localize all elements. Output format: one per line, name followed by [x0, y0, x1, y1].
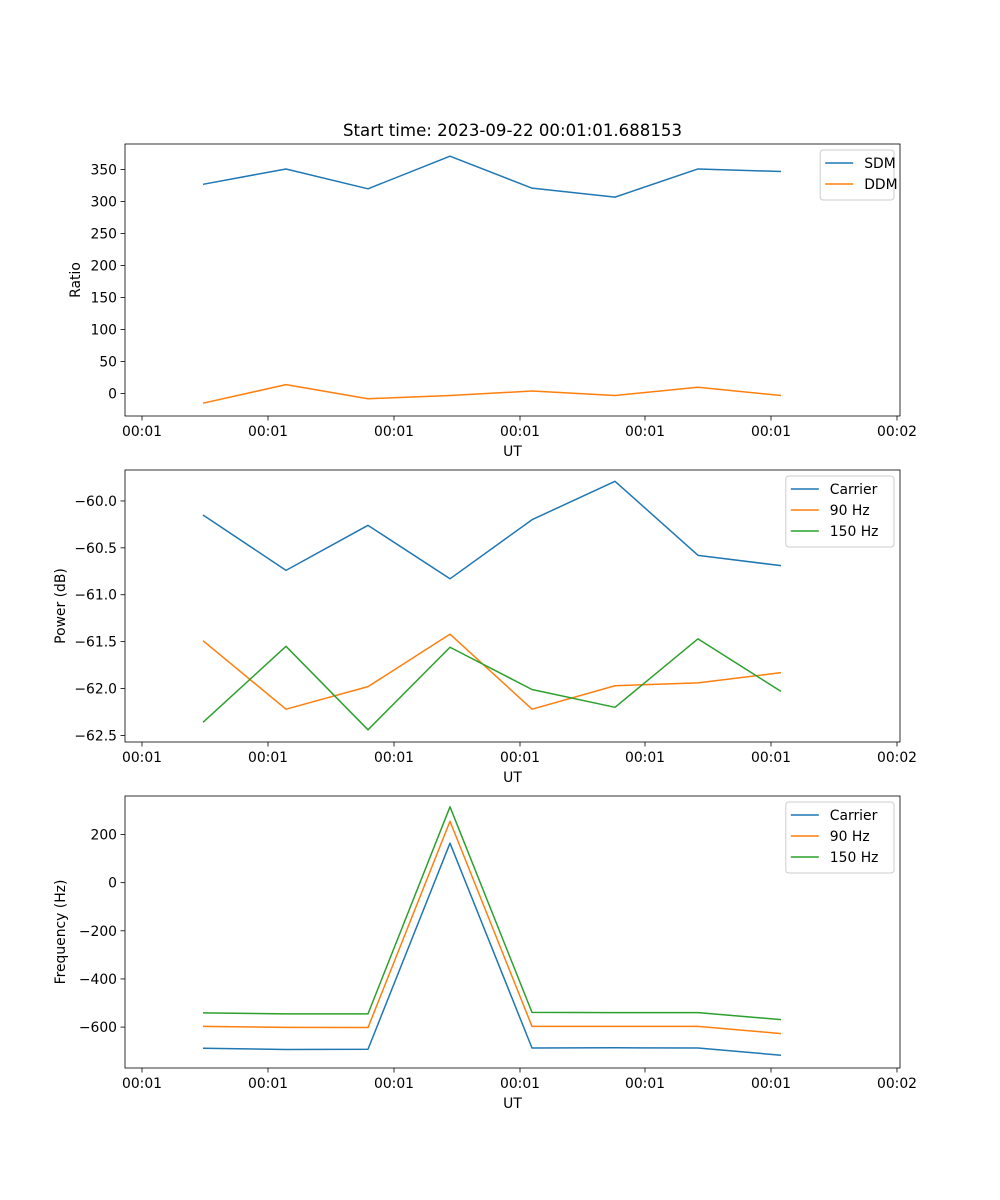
y-tick-label: −200 [79, 924, 117, 940]
x-tick-label: 00:01 [625, 750, 665, 766]
series-line-carrier [202, 480, 782, 580]
y-axis-label: Frequency (Hz) [53, 880, 69, 985]
series-line-150-hz [202, 638, 782, 731]
x-tick-label: 00:02 [877, 750, 917, 766]
legend-label: 150 Hz [830, 524, 879, 540]
y-tick-label: 250 [90, 227, 117, 243]
legend: Carrier 90 Hz 150 Hz [785, 801, 895, 874]
axes-frame [124, 143, 901, 417]
legend-label: 90 Hz [830, 503, 870, 519]
y-tick-label: 200 [90, 828, 117, 844]
x-tick-label: 00:01 [122, 750, 162, 766]
y-tick-label: −62.0 [74, 682, 117, 698]
panel-1: 00:01 00:01 00:01 00:01 00:01 00:01 00:02 0 50 10… [68, 143, 917, 460]
legend-label: 150 Hz [830, 850, 879, 866]
y-tick-label: −600 [79, 1020, 117, 1036]
y-tick-label: 300 [90, 195, 117, 211]
x-axis-label: UT [503, 1096, 522, 1112]
y-tick-label: 100 [90, 323, 117, 339]
x-tick-label: 00:01 [248, 1076, 288, 1092]
series-line-90-hz [202, 820, 782, 1035]
y-tick-label: 0 [108, 876, 117, 892]
x-tick-label: 00:01 [500, 424, 540, 440]
x-tick-label: 00:01 [374, 424, 414, 440]
series-line-150-hz [202, 806, 782, 1021]
legend-box [785, 801, 895, 874]
x-tick-label: 00:01 [625, 1076, 665, 1092]
y-tick-label: 350 [90, 163, 117, 179]
x-tick-label: 00:01 [248, 424, 288, 440]
chart-title: Start time: 2023-09-22 00:01:01.688153 [343, 121, 682, 140]
series-line-ddm [202, 383, 782, 404]
y-tick-label: 50 [99, 355, 117, 371]
y-tick-label: 0 [108, 387, 117, 403]
legend-label: Carrier [830, 808, 878, 824]
x-tick-label: 00:02 [877, 1076, 917, 1092]
x-tick-label: 00:01 [751, 424, 791, 440]
x-tick-label: 00:02 [877, 424, 917, 440]
legend-label: DDM [864, 177, 897, 193]
panels: 00:01 00:01 00:01 00:01 00:01 00:01 00:02 0 50 10… [53, 143, 917, 1112]
y-tick-label: 150 [90, 291, 117, 307]
axes-frame [124, 469, 901, 743]
x-tick-label: 00:01 [374, 750, 414, 766]
series-line-90-hz [202, 633, 782, 710]
x-tick-label: 00:01 [500, 1076, 540, 1092]
y-tick-label: −61.0 [74, 588, 117, 604]
legend-label: Carrier [830, 482, 878, 498]
y-tick-label: −60.5 [74, 541, 117, 557]
panel-3: 00:01 00:01 00:01 00:01 00:01 00:01 00:02 −600 −… [53, 795, 917, 1112]
x-axis-label: UT [503, 770, 522, 786]
y-tick-label: −62.5 [74, 728, 117, 744]
legend-label: SDM [864, 156, 896, 172]
y-tick-label: −400 [79, 972, 117, 988]
y-axis-label: Ratio [68, 262, 84, 298]
y-tick-label: −60.0 [74, 494, 117, 510]
y-axis-label: Power (dB) [53, 568, 69, 644]
legend: Carrier 90 Hz 150 Hz [785, 475, 895, 548]
legend: SDM DDM [819, 149, 898, 201]
axes-frame [124, 795, 901, 1069]
y-tick-label: −61.5 [74, 635, 117, 651]
legend-box [785, 475, 895, 548]
panel-2: 00:01 00:01 00:01 00:01 00:01 00:01 00:02 −62.5… [53, 469, 917, 786]
series-line-carrier [202, 842, 782, 1056]
x-tick-label: 00:01 [122, 424, 162, 440]
x-tick-label: 00:01 [500, 750, 540, 766]
x-tick-label: 00:01 [122, 1076, 162, 1092]
x-tick-label: 00:01 [751, 1076, 791, 1092]
x-tick-label: 00:01 [751, 750, 791, 766]
x-tick-label: 00:01 [625, 424, 665, 440]
legend-label: 90 Hz [830, 829, 870, 845]
x-axis-label: UT [503, 444, 522, 460]
y-tick-label: 200 [90, 259, 117, 275]
x-tick-label: 00:01 [248, 750, 288, 766]
series-line-sdm [202, 155, 782, 198]
x-tick-label: 00:01 [374, 1076, 414, 1092]
